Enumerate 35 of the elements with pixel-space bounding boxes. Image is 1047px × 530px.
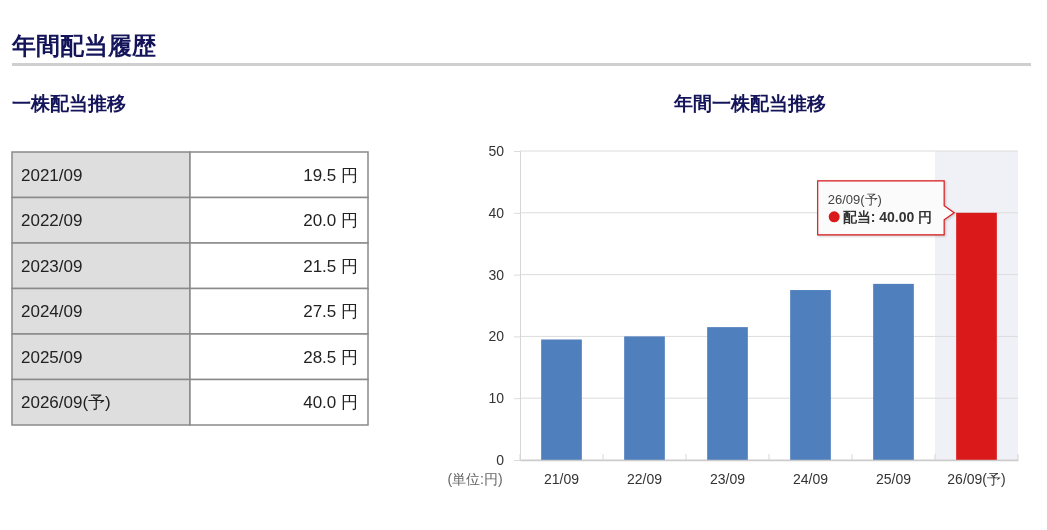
annotation: 26/09(予) (827, 191, 882, 207)
x-tick-label: 22/09 (626, 470, 663, 487)
x-tick-label: 24/09 (792, 470, 829, 487)
chart-title: 年間一株配当推移 (673, 93, 826, 114)
category-label: 2026/09(予) (21, 393, 111, 413)
category-label: 2022/09 (21, 211, 83, 231)
bar (790, 290, 831, 460)
text: 一株配当推移 (12, 93, 126, 114)
bar (707, 327, 748, 460)
y-tick-label: 20 (488, 328, 505, 345)
data-label: 20.0 円 (303, 211, 358, 231)
x-tick-label: 26/09(予) (947, 470, 1006, 487)
y-tick-label: 0 (496, 451, 505, 468)
data-label: 40.0 円 (303, 393, 358, 413)
data-label: 27.5 円 (303, 302, 358, 322)
category-label: 2024/09 (21, 302, 83, 322)
annotation: 配当: 40.00 円 (842, 208, 933, 225)
x-tick-label: 25/09 (875, 470, 912, 487)
y-tick-label: 40 (488, 204, 505, 221)
y-tick-label: 30 (488, 266, 505, 283)
text: 年間配当履歴 (11, 32, 156, 59)
bar (873, 283, 914, 460)
category-label: 2025/09 (21, 347, 83, 367)
y-tick-label: 10 (488, 390, 505, 407)
data-label: 21.5 円 (303, 256, 358, 276)
category-label: 2023/09 (21, 256, 83, 276)
y-tick-label: 50 (488, 142, 505, 159)
category-label: 2021/09 (21, 165, 83, 185)
data-label: 28.5 円 (303, 347, 358, 367)
bar (624, 336, 665, 460)
y-axis-title: (単位:円) (447, 471, 503, 487)
bar (541, 339, 582, 460)
x-tick-label: 21/09 (543, 470, 580, 487)
data-label: 19.5 円 (303, 165, 358, 185)
x-tick-label: 23/09 (709, 470, 746, 487)
